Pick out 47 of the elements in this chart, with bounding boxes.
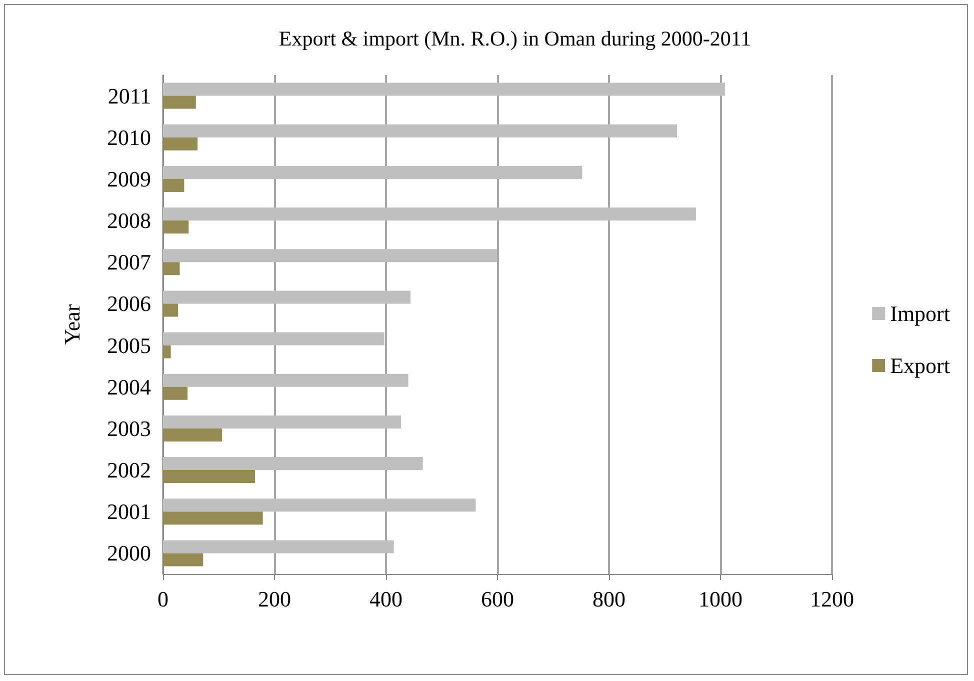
x-tick-label: 600	[481, 586, 514, 612]
y-tick-label: 2008	[107, 208, 151, 234]
bar	[163, 166, 582, 179]
x-tick-label: 0	[158, 586, 168, 612]
bar	[163, 178, 184, 192]
bar	[163, 540, 394, 554]
y-tick-label: 2006	[107, 291, 151, 316]
bar	[163, 332, 384, 346]
x-tick-label: 400	[370, 586, 402, 612]
y-tick-label: 2002	[107, 458, 151, 483]
bar	[163, 124, 678, 138]
y-tick-label: 2003	[107, 416, 151, 441]
x-tick-label: 1000	[698, 586, 742, 612]
y-tick-label: 2001	[107, 499, 151, 524]
bar	[163, 470, 255, 484]
bar	[163, 428, 222, 442]
bar	[163, 137, 198, 150]
bar	[163, 220, 189, 234]
chart-title: Export & import (Mn. R.O.) in Oman during 2000-2011	[278, 26, 752, 50]
legend-label: Export	[890, 353, 950, 378]
bar	[163, 512, 263, 525]
bar	[163, 374, 408, 387]
bar	[163, 457, 423, 470]
bar	[163, 82, 725, 96]
y-tick-label: 2010	[107, 124, 151, 150]
x-tick-label: 1200	[810, 586, 854, 612]
y-tick-label: 2009	[107, 166, 151, 192]
x-tick-label: 200	[258, 586, 291, 612]
y-axis-title: Year	[60, 304, 84, 345]
bar	[163, 386, 188, 400]
bar	[163, 208, 696, 221]
bar	[163, 553, 204, 566]
y-tick-label: 2007	[107, 250, 151, 275]
y-tick-label: 2005	[107, 332, 151, 358]
bar	[163, 345, 171, 358]
bar	[163, 304, 178, 317]
bar	[163, 96, 196, 109]
bar	[163, 262, 180, 276]
bar	[163, 415, 402, 428]
bar	[163, 290, 411, 304]
y-tick-label: 2000	[107, 540, 151, 566]
bar	[163, 498, 476, 512]
y-tick-label: 2004	[107, 374, 151, 400]
bar	[163, 249, 497, 262]
legend-label: Import	[890, 301, 950, 326]
y-tick-label: 2011	[108, 83, 151, 108]
x-tick-label: 800	[592, 586, 626, 612]
